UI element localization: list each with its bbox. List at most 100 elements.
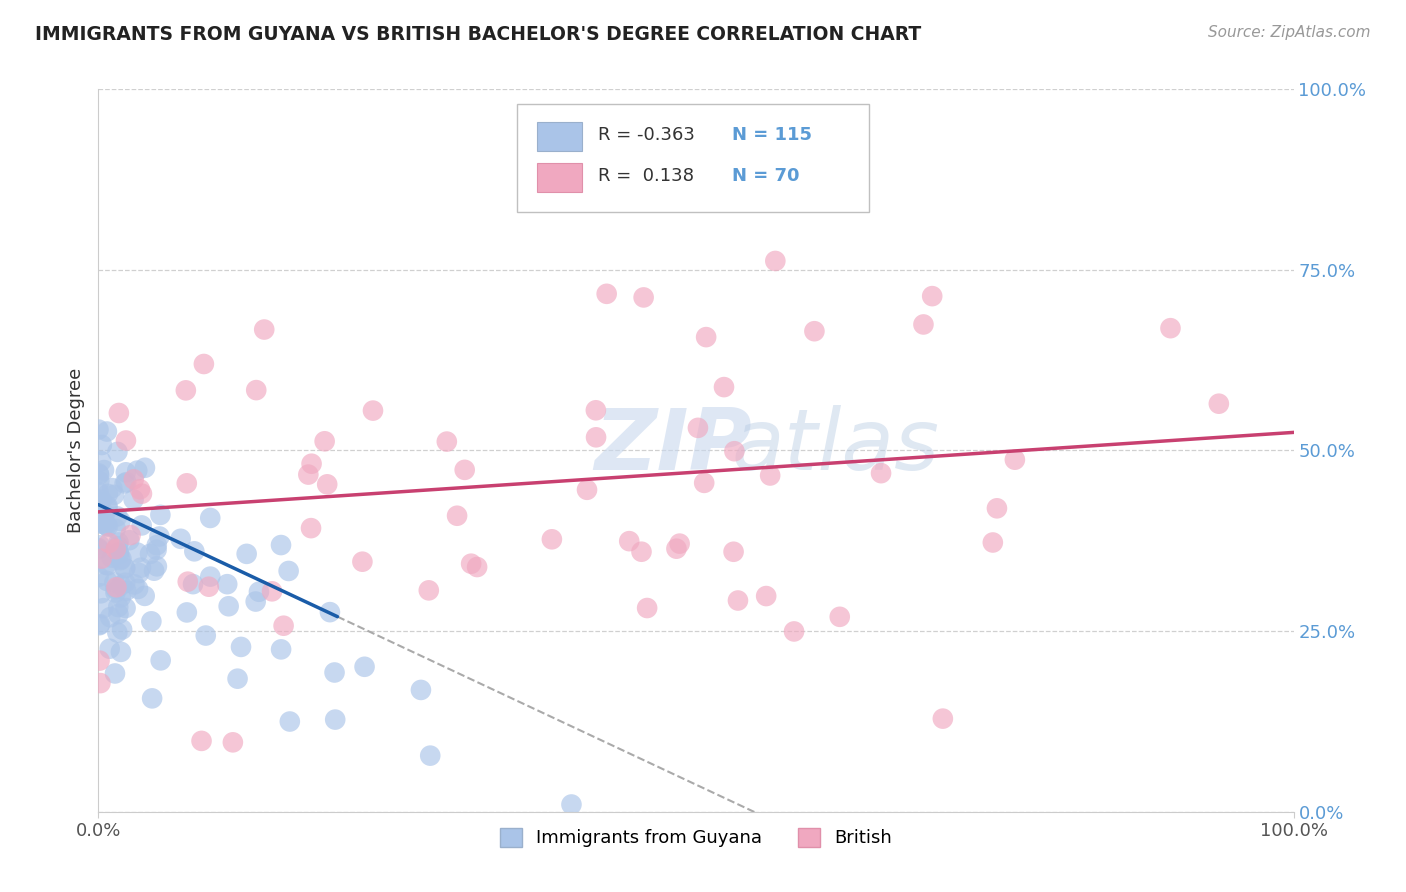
Point [110, 553, 132, 567]
Point [619, 534, 641, 549]
Point [352, 555, 374, 569]
Point [194, 629, 217, 643]
Point [110, 514, 132, 528]
Point [198, 580, 221, 594]
Text: R =  0.138: R = 0.138 [598, 167, 695, 185]
Point [97, 499, 120, 513]
Point [96, 500, 118, 515]
Point [90, 492, 112, 507]
Point [270, 642, 292, 657]
Point [316, 477, 339, 491]
Point [89, 474, 111, 488]
Point [245, 383, 267, 397]
Point [104, 582, 127, 596]
Point [124, 577, 146, 591]
Point [713, 380, 735, 394]
Point [323, 713, 346, 727]
Point [94, 507, 117, 521]
Point [120, 528, 142, 542]
Point [1004, 452, 1026, 467]
Point [763, 254, 786, 268]
Point [1159, 321, 1181, 335]
Point [273, 618, 295, 632]
Point [299, 521, 322, 535]
Point [419, 748, 441, 763]
Point [105, 625, 128, 640]
Point [727, 593, 749, 607]
Point [576, 483, 599, 497]
Point [260, 584, 283, 599]
Point [177, 574, 200, 589]
Point [981, 535, 1004, 549]
Point [91, 509, 114, 524]
Point [668, 536, 690, 550]
Point [94, 517, 117, 532]
Point [723, 545, 745, 559]
Point [870, 466, 893, 480]
Point [301, 457, 323, 471]
Point [87, 542, 110, 557]
Point [105, 509, 128, 524]
Point [149, 653, 172, 667]
Point [129, 560, 152, 574]
Point [89, 538, 111, 552]
Point [148, 529, 170, 543]
Point [97, 558, 120, 573]
Point [174, 384, 197, 398]
Point [585, 430, 607, 444]
Point [314, 434, 336, 449]
Point [253, 322, 276, 336]
Point [107, 539, 129, 553]
Point [103, 488, 125, 502]
Point [107, 546, 129, 560]
Point [149, 508, 172, 522]
Point [108, 406, 131, 420]
Point [104, 522, 127, 536]
Point [633, 290, 655, 304]
Point [114, 476, 136, 491]
Point [91, 601, 114, 615]
Point [97, 519, 120, 533]
Point [454, 463, 477, 477]
Point [89, 654, 111, 668]
Point [128, 566, 150, 580]
Point [183, 544, 205, 558]
Point [104, 542, 127, 557]
Point [585, 403, 607, 417]
Point [693, 475, 716, 490]
Point [193, 357, 215, 371]
Point [200, 569, 222, 583]
Text: Source: ZipAtlas.com: Source: ZipAtlas.com [1208, 25, 1371, 40]
Point [114, 575, 136, 590]
Point [98, 536, 121, 550]
Point [828, 609, 851, 624]
Point [110, 591, 132, 605]
Point [127, 464, 149, 478]
Point [105, 580, 128, 594]
Point [107, 445, 129, 459]
Point [96, 425, 118, 439]
Point [723, 444, 745, 458]
Point [104, 666, 127, 681]
Legend: Immigrants from Guyana, British: Immigrants from Guyana, British [492, 821, 900, 855]
Point [912, 318, 935, 332]
Point [636, 601, 658, 615]
Point [932, 712, 955, 726]
Point [181, 577, 204, 591]
Point [89, 514, 111, 528]
Point [89, 467, 111, 482]
Point [87, 423, 110, 437]
Point [111, 623, 134, 637]
Point [278, 714, 301, 729]
Point [115, 434, 138, 448]
FancyBboxPatch shape [517, 103, 869, 212]
Text: R = -0.363: R = -0.363 [598, 126, 695, 144]
Point [831, 161, 853, 175]
Point [446, 508, 468, 523]
Point [87, 494, 110, 508]
Point [134, 460, 156, 475]
Point [1208, 397, 1230, 411]
Point [93, 463, 115, 477]
Point [89, 618, 111, 632]
Point [176, 606, 198, 620]
